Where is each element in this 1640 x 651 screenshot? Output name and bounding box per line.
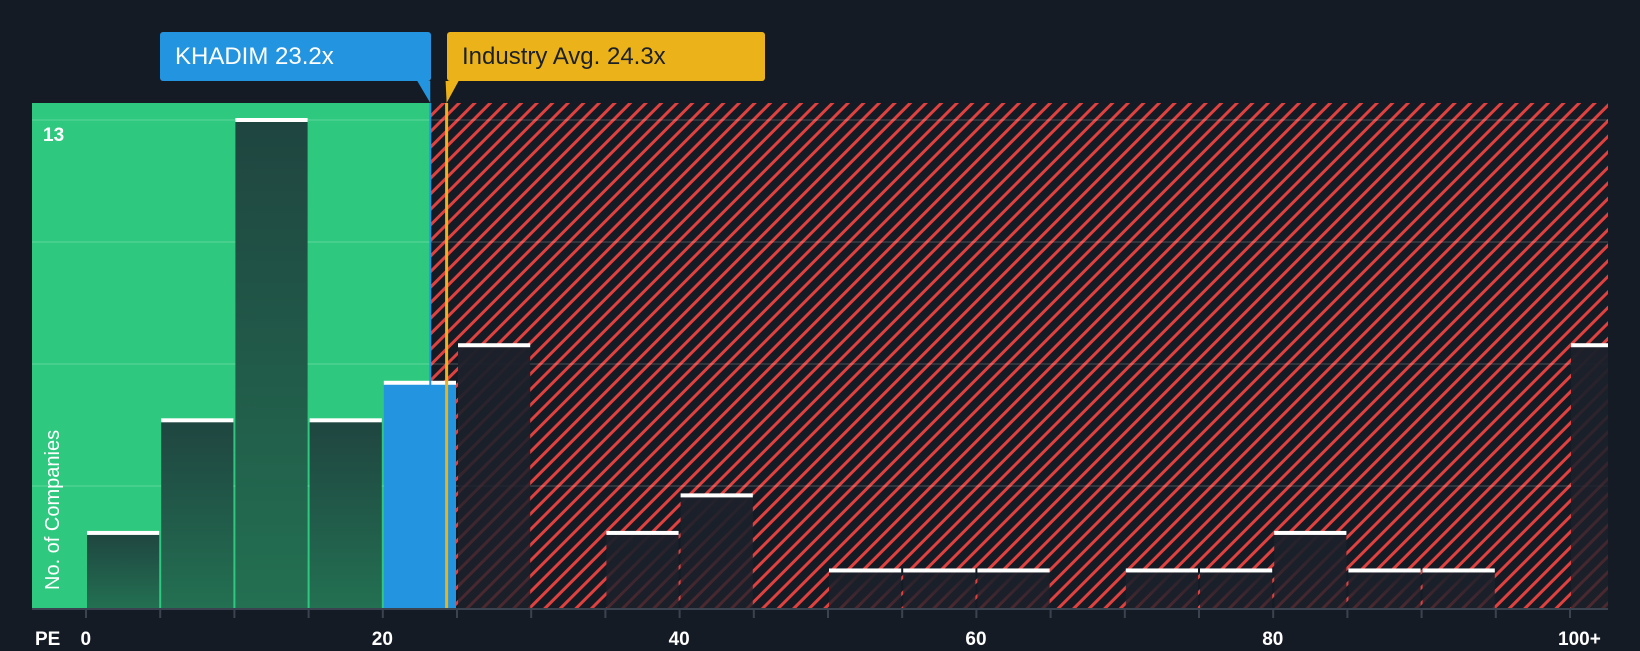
company-label-pointer [417, 81, 431, 103]
histogram-bar [829, 570, 902, 608]
histogram-bar [903, 570, 976, 608]
histogram-bar [1125, 570, 1198, 608]
histogram-bar [458, 345, 531, 608]
industry-avg-label: Industry Avg. 24.3x [447, 32, 765, 81]
bar-top-cap [309, 418, 382, 423]
y-axis-label: No. of Companies [42, 429, 64, 590]
bar-top-cap [829, 568, 902, 573]
x-tick-label: 80 [1262, 629, 1284, 650]
bar-top-cap [161, 418, 234, 423]
histogram-bar [1571, 345, 1608, 608]
bar-top-cap [903, 568, 976, 573]
bar-top-cap [1125, 568, 1198, 573]
histogram-bar [977, 570, 1050, 608]
x-tick-label: 0 [80, 629, 92, 650]
bar-top-cap [1200, 568, 1273, 573]
bar-top-cap [1348, 568, 1421, 573]
y-tick-label: 13 [43, 125, 65, 146]
histogram-bar [383, 382, 456, 608]
overvalued-zone [430, 103, 1609, 608]
industry-label-pointer [445, 81, 459, 103]
bar-top-cap [977, 568, 1050, 573]
bar-top-cap [235, 118, 308, 122]
valuation-zones [32, 103, 1609, 608]
histogram-bar [161, 420, 234, 608]
histogram-bar [1200, 570, 1273, 608]
bar-top-cap [1422, 568, 1495, 573]
x-axis-title: PE [35, 629, 61, 650]
histogram-bar [235, 120, 308, 608]
histogram-bar [680, 495, 753, 608]
bar-top-cap [383, 380, 456, 385]
bar-top-cap [680, 493, 753, 498]
bar-top-cap [87, 530, 160, 535]
bar-top-cap [1274, 530, 1347, 535]
histogram-bars [87, 118, 1608, 608]
bar-top-cap [1571, 343, 1608, 348]
x-tick-label: 20 [371, 629, 393, 650]
histogram-bar [1274, 532, 1347, 608]
marker-lines [417, 81, 459, 608]
histogram-bar [87, 532, 160, 608]
histogram-bar [1348, 570, 1421, 608]
x-tick-label: 40 [668, 629, 690, 650]
x-tick-label: 60 [965, 629, 987, 650]
histogram-bar [1422, 570, 1495, 608]
histogram-bar [309, 420, 382, 608]
x-tick-label: 100+ [1558, 629, 1601, 650]
bar-top-cap [458, 343, 531, 348]
x-axis [32, 608, 1608, 618]
histogram-bar [606, 532, 679, 608]
company-pe-label: KHADIM 23.2x [160, 32, 431, 81]
bar-top-cap [606, 530, 679, 535]
